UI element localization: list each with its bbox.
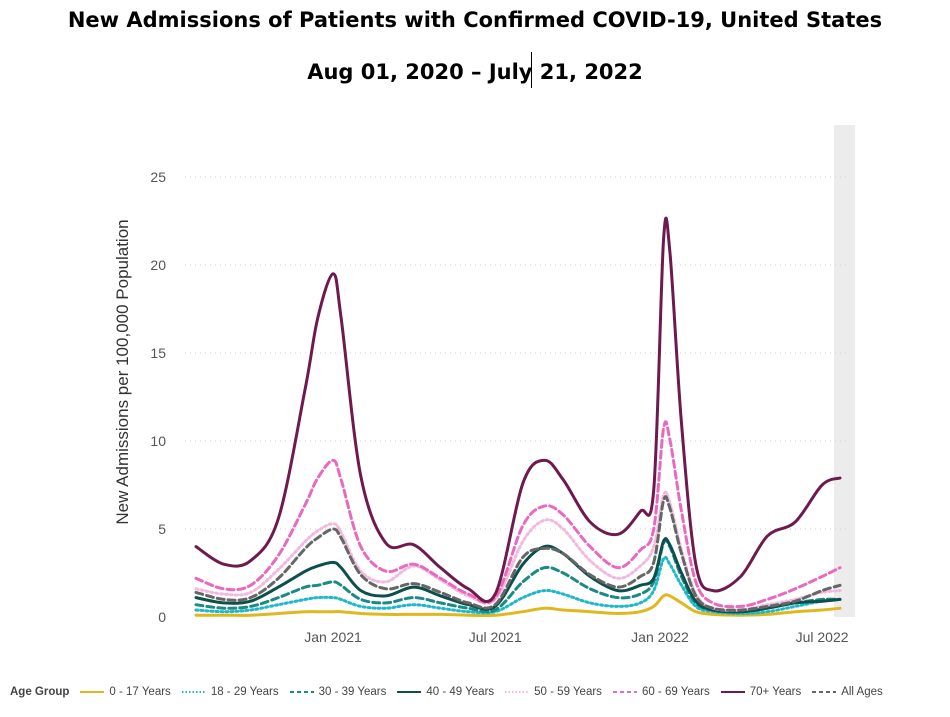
series-line-0 <box>194 593 842 618</box>
legend-items: 0 - 17 Years 18 - 29 Years 30 - 39 Years 40… <box>79 686 892 698</box>
legend-swatch <box>720 691 745 693</box>
series-line-7 <box>194 495 842 612</box>
legend-label: 40 - 49 Years <box>426 686 495 698</box>
legend-title: Age Group <box>10 686 70 698</box>
legend-item-4[interactable]: 50 - 59 Years <box>504 686 602 698</box>
text-cursor <box>531 52 532 88</box>
latest-period-shade <box>834 125 855 617</box>
legend-swatch <box>612 691 637 693</box>
y-tick-label: 10 <box>150 433 166 449</box>
series-line-5 <box>194 420 842 609</box>
legend-swatch <box>80 691 105 693</box>
y-tick-label: 0 <box>158 609 166 625</box>
x-axis: Jan 2021 Jul 2021 Jan 2022 Jul 2022 <box>304 629 849 645</box>
y-axis: 0 5 10 15 20 25 <box>150 169 166 625</box>
legend-item-2[interactable]: 30 - 39 Years <box>289 686 387 698</box>
y-tick-label: 25 <box>150 169 166 185</box>
line-chart: 0 5 10 15 20 25 Jan 2021 Jul 2021 Jan 2022 Jul 2… <box>113 125 855 645</box>
legend-label: 60 - 69 Years <box>641 686 710 698</box>
legend-label: All Ages <box>841 686 883 698</box>
chart-subtitle: Aug 01, 2020 – July 21, 2022 <box>307 60 643 84</box>
legend-label: 70+ Years <box>749 686 802 698</box>
legend-swatch <box>812 691 837 693</box>
legend-item-5[interactable]: 60 - 69 Years <box>612 686 710 698</box>
series-line-3 <box>194 537 842 614</box>
legend-swatch <box>289 691 314 693</box>
gridlines <box>185 176 850 530</box>
y-axis-label: New Admissions per 100,000 Population <box>113 219 132 524</box>
legend-swatch <box>181 691 206 693</box>
chart-title: New Admissions of Patients with Confirme… <box>67 8 883 32</box>
legend-label: 0 - 17 Years <box>109 686 171 698</box>
legend-label: 30 - 39 Years <box>318 686 387 698</box>
legend-label: 18 - 29 Years <box>210 686 279 698</box>
legend-swatch <box>397 691 422 693</box>
legend-swatch <box>505 691 530 693</box>
x-tick-label: Jul 2022 <box>796 629 849 645</box>
legend: Age Group 0 - 17 Years 18 - 29 Years 30 - … <box>10 682 945 702</box>
legend-item-0[interactable]: 0 - 17 Years <box>79 686 171 698</box>
series-line-6 <box>194 216 842 603</box>
legend-item-1[interactable]: 18 - 29 Years <box>181 686 279 698</box>
legend-item-6[interactable]: 70+ Years <box>720 686 801 698</box>
y-tick-label: 15 <box>150 345 166 361</box>
legend-item-7[interactable]: All Ages <box>811 686 883 698</box>
y-tick-label: 5 <box>158 521 166 537</box>
legend-item-3[interactable]: 40 - 49 Years <box>396 686 494 698</box>
x-tick-label: Jan 2021 <box>304 629 362 645</box>
series-line-1 <box>194 555 842 615</box>
y-tick-label: 20 <box>150 257 166 273</box>
series-lines <box>194 216 842 618</box>
x-tick-label: Jan 2022 <box>631 629 689 645</box>
x-tick-label: Jul 2021 <box>469 629 522 645</box>
legend-label: 50 - 59 Years <box>534 686 602 698</box>
